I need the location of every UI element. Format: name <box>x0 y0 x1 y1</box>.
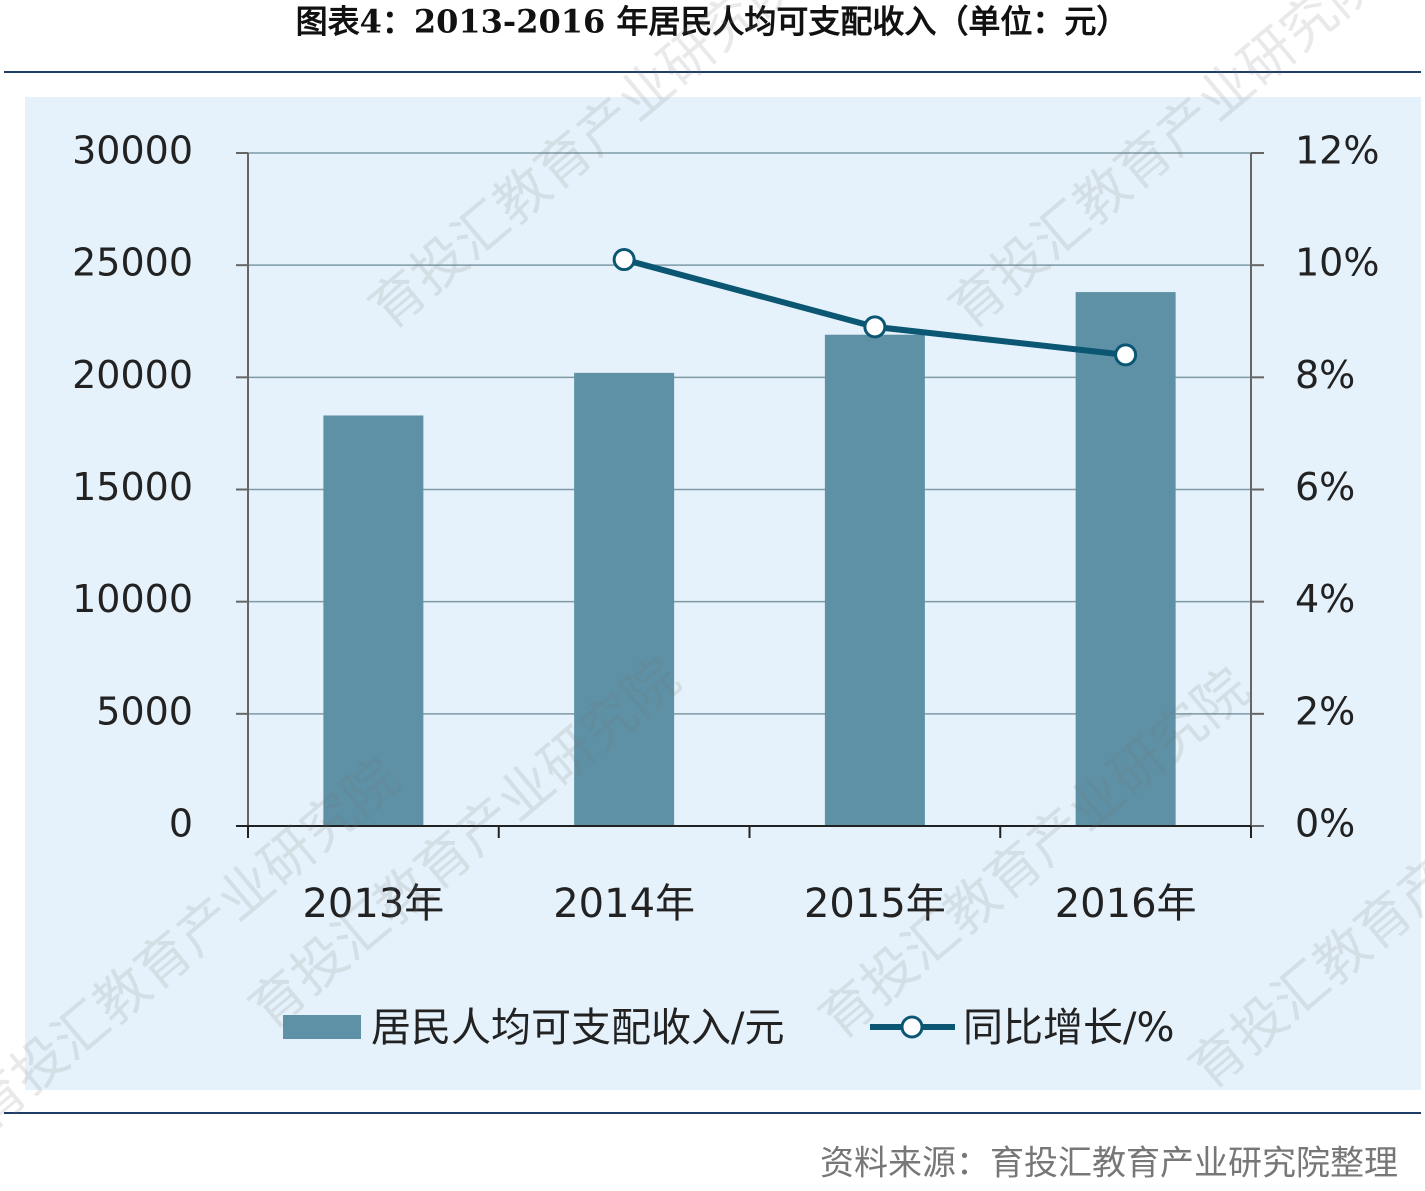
y-tick-label: 20000 <box>72 353 193 397</box>
y2-tick-label: 6% <box>1295 465 1355 509</box>
y2-tick-label: 8% <box>1295 353 1355 397</box>
bar <box>323 415 424 826</box>
point <box>863 315 887 339</box>
source: 资料来源：育投汇教育产业研究院整理 <box>820 1144 1398 1184</box>
bar <box>824 334 925 826</box>
point <box>1114 343 1138 367</box>
x-tick-label: 2014年 <box>553 881 695 927</box>
plot: 0 5000 10000 15000 20000 25000 30000 0% 2% 4% 6% 8%… <box>72 129 1379 1052</box>
y-tick-label: 25000 <box>72 241 193 285</box>
y2-tick-label: 12% <box>1295 129 1379 173</box>
y-tick-label: 10000 <box>72 577 193 621</box>
y-tick-label: 0 <box>169 802 193 846</box>
legend-label: 居民人均可支配收入/元 <box>371 1005 784 1051</box>
legend-swatch <box>283 1015 361 1039</box>
y-tick-label: 5000 <box>96 689 193 733</box>
x-tick-label: 2016年 <box>1055 881 1197 927</box>
bar <box>1075 292 1176 826</box>
y2-tick-label: 0% <box>1295 802 1355 846</box>
x-tick-label: 2015年 <box>804 881 946 927</box>
y-tick-label: 30000 <box>72 129 193 173</box>
y2-tick-label: 2% <box>1295 689 1355 733</box>
x-tick-label: 2013年 <box>302 881 444 927</box>
point <box>612 248 636 272</box>
bar <box>574 372 675 826</box>
panel <box>25 97 1421 1090</box>
y2-tick-label: 4% <box>1295 577 1355 621</box>
chart-title: 图表4：2013-2016 年居民人均可支配收入（单位：元） <box>296 3 1129 41</box>
legend-label: 同比增长/% <box>963 1005 1174 1051</box>
legend-swatch <box>900 1015 924 1039</box>
y2-tick-label: 10% <box>1295 241 1379 285</box>
y-tick-label: 15000 <box>72 465 193 509</box>
